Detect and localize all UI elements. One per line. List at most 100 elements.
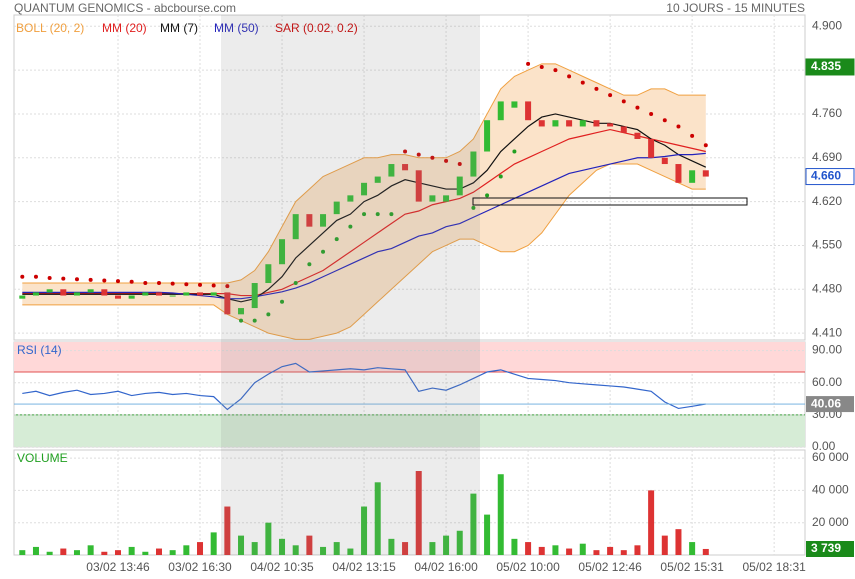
volume-bar bbox=[347, 548, 354, 555]
candle bbox=[46, 289, 53, 293]
volume-bar bbox=[388, 538, 395, 555]
boll-lower bbox=[22, 163, 706, 340]
sar-dot bbox=[321, 249, 326, 254]
x-tick-label: 05/02 10:00 bbox=[496, 560, 560, 574]
candle bbox=[292, 214, 299, 240]
candle bbox=[87, 289, 94, 293]
volume-bar bbox=[566, 548, 573, 555]
candle bbox=[347, 195, 354, 202]
sar-dot bbox=[184, 282, 189, 287]
moving-average bbox=[22, 128, 706, 297]
candle bbox=[552, 120, 559, 127]
sar-dot bbox=[47, 276, 52, 281]
x-tick-label: 05/02 18:31 bbox=[742, 560, 806, 574]
candle bbox=[361, 182, 368, 196]
sar-dot bbox=[498, 174, 503, 179]
sar-dot bbox=[33, 274, 38, 279]
volume-bar bbox=[156, 548, 162, 555]
volume-bar bbox=[142, 551, 149, 555]
volume-bar bbox=[689, 542, 696, 555]
candle bbox=[19, 295, 26, 299]
sar-dot bbox=[88, 277, 93, 282]
candle bbox=[702, 170, 709, 177]
volume-bar bbox=[415, 471, 422, 555]
candle bbox=[279, 239, 286, 265]
y-tick-label: 4.410 bbox=[812, 325, 842, 339]
sar-dot bbox=[293, 281, 298, 286]
legend-entry: MM (20) bbox=[102, 21, 147, 35]
volume-bar bbox=[101, 551, 108, 555]
candle bbox=[210, 292, 217, 296]
candle bbox=[484, 120, 491, 152]
rsi-tag-label: 40.06 bbox=[811, 396, 841, 410]
volume-bar bbox=[361, 506, 368, 555]
candle bbox=[142, 292, 149, 296]
legend-entry: SAR (0.02, 0.2) bbox=[275, 21, 358, 35]
volume-bar bbox=[456, 530, 463, 555]
rsi-line bbox=[22, 362, 706, 411]
candle bbox=[429, 195, 436, 202]
candle bbox=[456, 176, 463, 196]
candle bbox=[128, 295, 135, 299]
volume-bar bbox=[224, 506, 231, 555]
candle bbox=[525, 101, 532, 121]
candle bbox=[415, 170, 422, 202]
legend-entry: BOLL (20, 2) bbox=[16, 21, 84, 35]
candle bbox=[443, 195, 450, 202]
candle bbox=[675, 164, 682, 183]
volume-bar bbox=[183, 545, 190, 555]
price-tag-label: 4.835 bbox=[811, 59, 841, 73]
volume-bar bbox=[511, 538, 518, 555]
x-tick-label: 04/02 10:35 bbox=[250, 560, 314, 574]
sar-dot bbox=[703, 143, 708, 148]
volume-bar bbox=[620, 550, 627, 555]
volume-bar bbox=[497, 474, 504, 555]
sar-dot bbox=[211, 283, 216, 288]
volume-bar bbox=[265, 522, 272, 555]
candle bbox=[306, 214, 313, 227]
rsi-tag bbox=[806, 396, 854, 413]
candle bbox=[73, 292, 80, 296]
volume-bar bbox=[443, 535, 450, 555]
candle bbox=[32, 292, 39, 296]
sar-dot bbox=[403, 149, 408, 154]
y-tick-label: 4.900 bbox=[812, 18, 842, 32]
panel-title: RSI (14) bbox=[17, 343, 62, 357]
volume-tag bbox=[806, 541, 854, 557]
sar-dot bbox=[74, 277, 79, 282]
candle bbox=[114, 295, 121, 299]
candle bbox=[320, 214, 327, 227]
sar-dot bbox=[102, 278, 107, 283]
y-tick-label: 4.480 bbox=[812, 281, 842, 295]
volume-bar bbox=[675, 529, 682, 555]
legend-entry: MM (50) bbox=[214, 21, 259, 35]
chart-title: QUANTUM GENOMICS - abcbourse.com bbox=[14, 1, 236, 15]
x-tick-label: 03/02 13:46 bbox=[86, 560, 150, 574]
volume-tag-label: 3 739 bbox=[811, 541, 841, 555]
volume-bar bbox=[114, 550, 121, 555]
volume-bar bbox=[60, 548, 67, 555]
volume-bar bbox=[320, 546, 327, 555]
volume-bar bbox=[32, 546, 39, 555]
candle bbox=[251, 283, 258, 309]
volume-bar bbox=[197, 542, 204, 555]
candle bbox=[101, 289, 108, 296]
sar-dot bbox=[635, 105, 640, 110]
day-shade bbox=[221, 15, 480, 555]
volume-bar bbox=[402, 542, 409, 555]
candle bbox=[620, 126, 627, 133]
volume-bar bbox=[579, 543, 586, 555]
volume-bar bbox=[46, 551, 53, 555]
sar-dot bbox=[252, 318, 257, 323]
sar-dot bbox=[676, 124, 681, 129]
boll-upper bbox=[22, 63, 706, 284]
candle bbox=[60, 289, 67, 296]
sar-dot bbox=[143, 281, 148, 286]
sar-dot bbox=[690, 133, 695, 138]
annotation-box bbox=[472, 197, 748, 206]
sar-dot bbox=[444, 158, 449, 163]
volume-bar bbox=[593, 550, 600, 555]
sar-dot bbox=[416, 152, 421, 157]
candle bbox=[156, 292, 162, 296]
